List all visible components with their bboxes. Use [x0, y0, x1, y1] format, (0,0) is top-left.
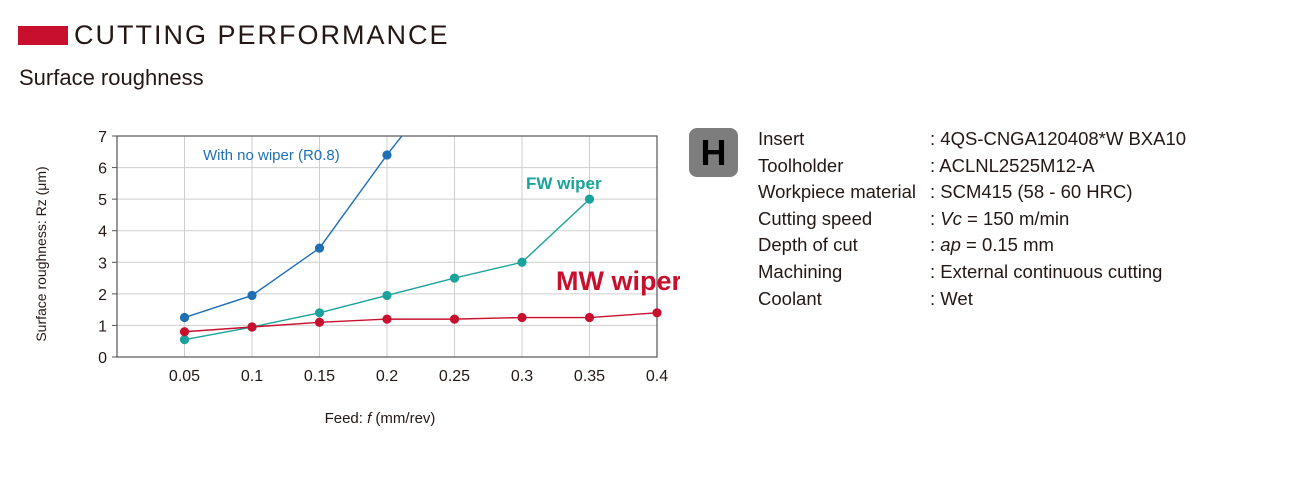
data-point-2	[314, 317, 325, 327]
x-tick-label: 0.1	[241, 368, 263, 385]
x-tick-label: 0.05	[169, 368, 200, 385]
condition-value: : Vc = 150 m/min	[930, 207, 1070, 229]
data-point-0	[382, 150, 392, 160]
y-tick-label: 2	[98, 287, 107, 304]
condition-label: Cutting speed	[758, 207, 873, 229]
chart-axes	[116, 135, 658, 358]
condition-value: : ACLNL2525M12-A	[930, 154, 1095, 176]
series-label: With no wiper (R0.8)	[203, 147, 340, 164]
y-tick-label: 1	[98, 318, 107, 335]
condition-value: : External continuous cutting	[930, 260, 1163, 282]
plot-frame	[116, 135, 658, 358]
y-tick-label: 5	[98, 192, 107, 209]
condition-row-toolholder: Toolholder : ACLNL2525M12-A	[758, 153, 1186, 180]
condition-row-depth-of-cut: Depth of cut : ap = 0.15 mm	[758, 232, 1186, 259]
x-tick-label: 0.35	[574, 368, 605, 385]
y-tick-label: 4	[98, 224, 107, 241]
condition-row-coolant: Coolant : Wet	[758, 286, 1186, 313]
data-point-2	[517, 312, 527, 323]
chart: 0 1 2 3 4 5 6 7 0.05 0.1 0.15 0.2 0.25 0.3 0.35 0.4 Wit…	[33, 129, 680, 427]
y-tick-label: 6	[98, 161, 107, 178]
condition-row-cutting-speed: Cutting speed : Vc = 150 m/min	[758, 206, 1186, 233]
chart-lines	[179, 136, 662, 345]
x-axis-label: Feed: f (mm/rev)	[325, 410, 436, 427]
data-point-2	[247, 322, 257, 332]
series-label: MW wiper	[556, 266, 680, 296]
x-axis-label-symbol: f	[367, 410, 373, 427]
x-tick-label: 0.4	[646, 368, 668, 385]
x-axis-label-prefix: Feed:	[325, 410, 368, 427]
condition-row-workpiece: Workpiece material : SCM415 (58 - 60 HRC)	[758, 179, 1186, 206]
material-group-badge: H	[689, 128, 738, 177]
x-tick-label: 0.25	[439, 368, 470, 385]
condition-value: : ap = 0.15 mm	[930, 234, 1054, 256]
series-label: FW wiper	[526, 174, 602, 193]
data-point-2	[652, 308, 662, 318]
condition-value: : Wet	[930, 287, 973, 309]
section-marker	[18, 26, 68, 45]
data-point-2	[584, 312, 595, 323]
series-line-2	[184, 312, 657, 333]
condition-row-machining: Machining : External continuous cutting	[758, 259, 1186, 286]
y-axis-label: Surface roughness: Rz (μm)	[33, 166, 49, 341]
condition-label: Depth of cut	[758, 234, 858, 256]
data-point-0	[314, 243, 325, 253]
x-axis-label-suffix: (mm/rev)	[371, 410, 435, 427]
data-point-1	[517, 257, 527, 267]
data-point-1	[449, 273, 460, 283]
data-point-0	[179, 312, 190, 323]
data-point-1	[179, 335, 190, 345]
condition-label: Coolant	[758, 287, 822, 309]
chart-grid	[117, 136, 657, 357]
data-point-0	[247, 290, 257, 301]
condition-label: Toolholder	[758, 154, 844, 176]
data-point-2	[382, 314, 392, 324]
data-point-2	[179, 327, 190, 337]
y-tick-label: 7	[98, 129, 107, 146]
condition-label: Machining	[758, 260, 843, 282]
chart-ticks: 0 1 2 3 4 5 6 7 0.05 0.1 0.15 0.2 0.25 0.3 0.35 0.4	[98, 129, 668, 385]
condition-label: Workpiece material	[758, 181, 916, 203]
x-tick-label: 0.2	[376, 368, 398, 385]
condition-label: Insert	[758, 128, 805, 149]
data-point-2	[449, 314, 460, 324]
section-title: CUTTING PERFORMANCE	[74, 20, 450, 50]
y-tick-label: 0	[98, 350, 107, 367]
x-tick-label: 0.15	[304, 368, 335, 385]
data-point-1	[382, 290, 392, 301]
condition-value: : SCM415 (58 - 60 HRC)	[930, 181, 1133, 203]
condition-value: : 4QS-CNGA120408*W BXA10	[930, 128, 1187, 149]
cutting-conditions: Insert : 4QS-CNGA120408*W BXA10 Toolholde…	[758, 126, 1186, 312]
data-point-1	[584, 194, 595, 204]
x-tick-label: 0.3	[511, 368, 533, 385]
chart-subtitle: Surface roughness	[19, 65, 204, 90]
condition-row-insert: Insert : 4QS-CNGA120408*W BXA10	[758, 126, 1186, 153]
data-point-1	[314, 308, 325, 318]
chart-labels: With no wiper (R0.8) FW wiper MW wiper	[203, 147, 680, 296]
y-tick-label: 3	[98, 255, 107, 272]
